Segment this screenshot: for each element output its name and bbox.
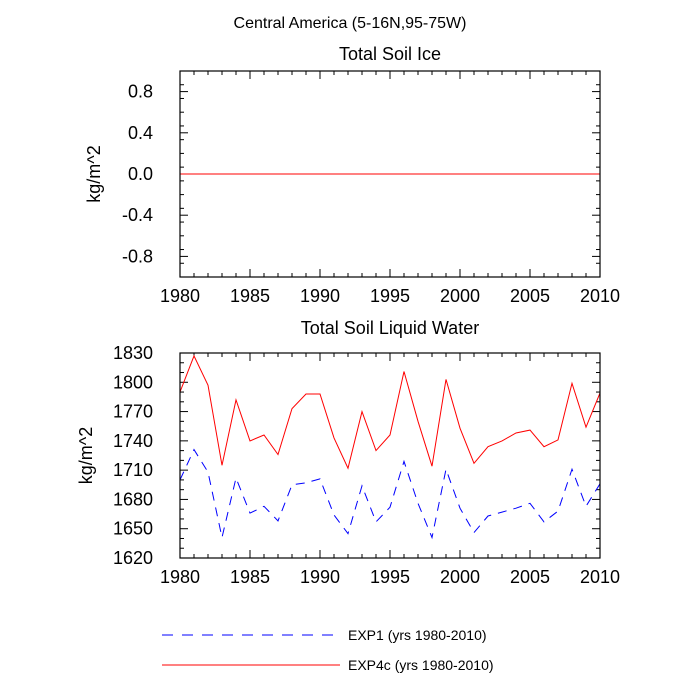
x-tick-label: 2005 bbox=[510, 567, 550, 587]
legend-label-exp4c: EXP4c (yrs 1980-2010) bbox=[348, 657, 494, 673]
x-tick-label: 1980 bbox=[160, 567, 200, 587]
panel-title: Total Soil Ice bbox=[339, 44, 441, 64]
plot-frame bbox=[179, 352, 601, 559]
panel-total-soil-ice: Total Soil Ice kg/m^2 1980 1985 1990 1995 2000… bbox=[84, 44, 620, 306]
y-tick-label: 0.8 bbox=[128, 82, 153, 102]
y-tick-label: -0.4 bbox=[122, 205, 153, 225]
series-line-exp1 bbox=[179, 448, 601, 540]
x-tick-label: 2000 bbox=[440, 567, 480, 587]
x-tick-label: 1980 bbox=[160, 286, 200, 306]
y-tick-label: 0.4 bbox=[128, 123, 153, 143]
y-tick-label: 0.0 bbox=[128, 164, 153, 184]
x-tick-label: 2010 bbox=[580, 567, 620, 587]
x-tick-label: 1985 bbox=[230, 567, 270, 587]
y-axis-label: kg/m^2 bbox=[84, 145, 104, 202]
series-line-exp4c bbox=[179, 354, 601, 470]
y-tick-label: 1830 bbox=[113, 343, 153, 363]
y-axis-label: kg/m^2 bbox=[76, 427, 96, 484]
plot-frame bbox=[179, 70, 601, 278]
y-tick-label: -0.8 bbox=[122, 246, 153, 266]
legend: EXP1 (yrs 1980-2010) EXP4c (yrs 1980-201… bbox=[162, 627, 494, 673]
y-tick-label: 1620 bbox=[113, 548, 153, 568]
figure-title: Central America (5-16N,95-75W) bbox=[234, 15, 467, 32]
legend-label-exp1: EXP1 (yrs 1980-2010) bbox=[348, 627, 487, 643]
x-tick-label: 1990 bbox=[300, 567, 340, 587]
y-tick-label: 1740 bbox=[113, 431, 153, 451]
x-tick-label: 1985 bbox=[230, 286, 270, 306]
x-tick-label: 2010 bbox=[580, 286, 620, 306]
x-tick-label: 1995 bbox=[370, 286, 410, 306]
y-tick-label: 1650 bbox=[113, 519, 153, 539]
x-tick-label: 1995 bbox=[370, 567, 410, 587]
panel-title: Total Soil Liquid Water bbox=[301, 318, 479, 338]
y-tick-label: 1710 bbox=[113, 460, 153, 480]
x-tick-label: 1990 bbox=[300, 286, 340, 306]
x-tick-label: 2000 bbox=[440, 286, 480, 306]
y-tick-label: 1800 bbox=[113, 372, 153, 392]
panel-total-soil-liquid-water: Total Soil Liquid Water kg/m^2 1980 1985 199… bbox=[76, 318, 620, 587]
y-tick-label: 1770 bbox=[113, 402, 153, 422]
y-tick-label: 1680 bbox=[113, 489, 153, 509]
x-tick-label: 2005 bbox=[510, 286, 550, 306]
